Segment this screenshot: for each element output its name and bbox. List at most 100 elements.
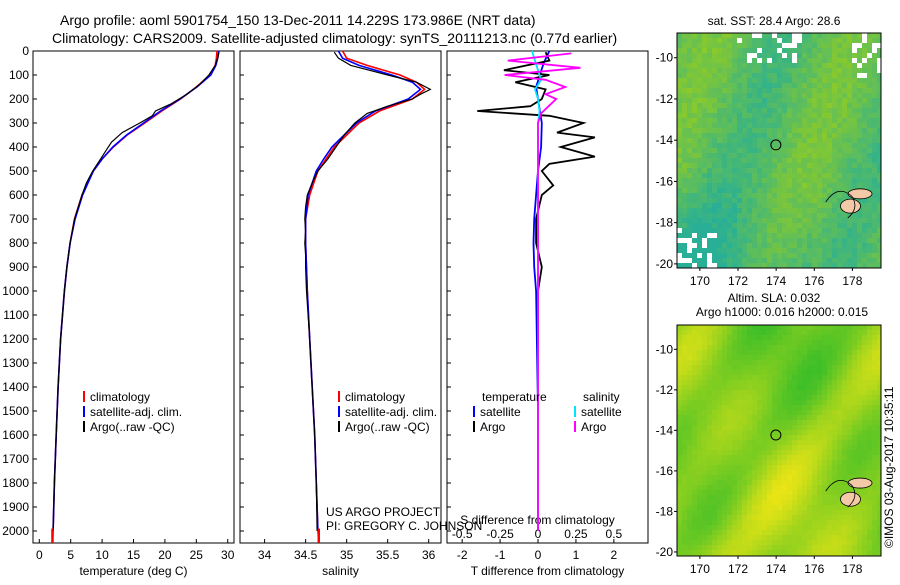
sla-map-cell — [802, 325, 808, 331]
sla-map-cell — [732, 495, 738, 501]
sst-map-cell — [797, 78, 803, 84]
sst-map-cell — [787, 243, 793, 249]
sst-map-cell — [847, 263, 853, 269]
sst-map-cell — [722, 193, 728, 199]
sst-map-cell — [747, 143, 753, 149]
sst-map-cell — [692, 198, 698, 204]
sst-map-cell — [807, 148, 813, 154]
sst-map-cell — [877, 88, 882, 94]
sla-map-cell — [777, 460, 783, 466]
sla-map-cell — [687, 480, 693, 486]
sla-map-cell — [717, 400, 723, 406]
sst-map-cell — [792, 33, 798, 39]
sla-map-cell — [762, 545, 768, 551]
sla-map-cell — [737, 450, 743, 456]
sst-map-cell — [777, 123, 783, 129]
sst-map-cell — [777, 58, 783, 64]
sst-map-cell — [707, 208, 713, 214]
sst-map-cell — [862, 168, 868, 174]
sst-map-cell — [807, 173, 813, 179]
sla-map-cell — [837, 395, 843, 401]
sla-map-cell — [687, 420, 693, 426]
sla-map-cell — [732, 550, 738, 556]
sst-map-cell — [682, 128, 688, 134]
sla-map-cell — [732, 500, 738, 506]
sst-map-cell — [767, 178, 773, 184]
sla-map-cell — [677, 445, 683, 451]
sst-map-cell — [822, 253, 828, 259]
sla-map-cell — [827, 550, 833, 556]
sst-map-cell — [827, 253, 833, 259]
sla-map-cell — [862, 340, 868, 346]
sla-map-cell — [842, 535, 848, 541]
sla-map-cell — [712, 385, 718, 391]
sst-map-cell — [827, 248, 833, 254]
sla-map-cell — [682, 465, 688, 471]
sla-map-cell — [722, 465, 728, 471]
sst-map-cell — [827, 198, 833, 204]
sla-map-cell — [747, 485, 753, 491]
sst-map-cell — [847, 153, 853, 159]
sla-map-cell — [852, 525, 858, 531]
sla-map-cell — [857, 395, 863, 401]
sst-map-cell — [842, 98, 848, 104]
sst-map-cell — [867, 163, 873, 169]
sla-map-cell — [832, 485, 838, 491]
sla-map-cell — [847, 430, 853, 436]
sst-map-cell — [772, 178, 778, 184]
sst-map-cell — [772, 48, 778, 54]
sst-map-cell — [772, 148, 778, 154]
sst-map-cell — [787, 178, 793, 184]
sla-map-cell — [847, 405, 853, 411]
sla-map-cell — [762, 430, 768, 436]
sst-map-cell — [787, 98, 793, 104]
sst-map-cell — [827, 178, 833, 184]
sla-map-cell — [712, 345, 718, 351]
sst-map-cell — [787, 78, 793, 84]
sla-map-cell — [857, 355, 863, 361]
sla-map-cell — [787, 485, 793, 491]
sla-map-cell — [742, 465, 748, 471]
sla-map-cell — [737, 440, 743, 446]
sst-map-cell — [747, 103, 753, 109]
sst-map-cell — [677, 233, 683, 239]
sst-map-cell — [822, 263, 828, 269]
sla-map-cell — [837, 435, 843, 441]
sla-map-cell — [807, 395, 813, 401]
sst-map-cell — [837, 148, 843, 154]
sst-map-cell — [812, 243, 818, 249]
sla-map-cell — [872, 500, 878, 506]
sst-map-cell — [702, 153, 708, 159]
sst-map-cell — [777, 228, 783, 234]
sla-map-cell — [692, 450, 698, 456]
sst-map-cell — [792, 128, 798, 134]
sla-map-cell — [847, 365, 853, 371]
sst-map-cell — [702, 98, 708, 104]
sla-map-cell — [732, 535, 738, 541]
sst-map-cell — [702, 168, 708, 174]
sla-map-cell — [782, 475, 788, 481]
sst-map-cell — [837, 198, 843, 204]
sst-map-cell — [842, 123, 848, 129]
sst-map-cell — [872, 78, 878, 84]
sla-map-cell — [832, 330, 838, 336]
sla-map-cell — [792, 420, 798, 426]
sla-map-cell — [712, 435, 718, 441]
sla-map-cell — [722, 365, 728, 371]
sst-map-cell — [857, 248, 863, 254]
sla-map-cell — [782, 365, 788, 371]
sla-map-cell — [817, 460, 823, 466]
sst-map-cell — [852, 238, 858, 244]
sla-map-cell — [877, 540, 882, 546]
sla-map-cell — [832, 530, 838, 536]
sst-map-cell — [712, 88, 718, 94]
sla-map-cell — [802, 365, 808, 371]
sst-map-cell — [847, 113, 853, 119]
sla-map-cell — [687, 500, 693, 506]
sst-map-cell — [732, 163, 738, 169]
sst-map-cell — [777, 163, 783, 169]
sla-map-cell — [752, 515, 758, 521]
sla-map-cell — [732, 340, 738, 346]
sst-map-cell — [867, 78, 873, 84]
